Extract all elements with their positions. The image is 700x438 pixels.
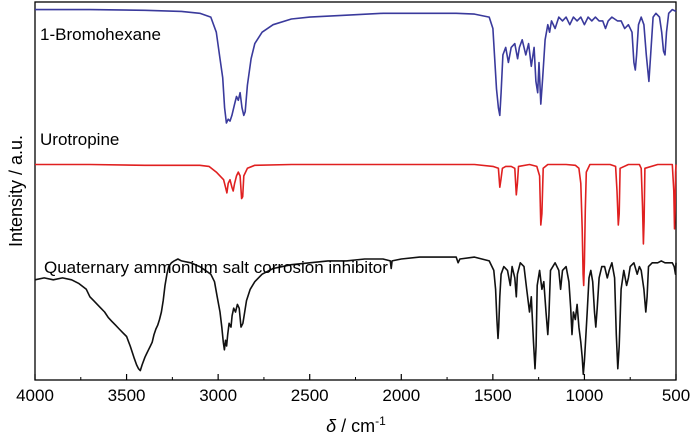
x-axis-symbol: δ [326,416,337,436]
x-tick-label: 2000 [382,386,420,405]
plot-frame [34,1,677,381]
series-label-1-bromohexane: 1-Bromohexane [40,25,161,44]
x-tick-label: 500 [662,386,690,405]
x-tick-label: 1000 [566,386,604,405]
plot-area [34,8,677,376]
x-axis-ticks: 4000 3500 3000 2500 2000 1500 1000 500 [16,374,690,405]
series-line-1 [35,8,677,124]
x-tick-label: 3000 [199,386,237,405]
x-axis-unit: / cm [336,416,375,436]
y-axis-label: Intensity / a.u. [6,135,26,247]
series-line-2 [35,163,677,287]
x-tick-label: 2500 [291,386,329,405]
x-axis-label: δ / cm-1 [326,414,386,436]
series-line-3 [34,256,677,376]
series-label-quaternary-ammonium: Quaternary ammonium salt corrosion inhib… [44,258,388,277]
x-tick-label: 4000 [16,386,54,405]
x-tick-label: 1500 [474,386,512,405]
series-label-urotropine: Urotropine [40,130,119,149]
x-axis-unit-exponent: -1 [375,414,386,428]
x-tick-label: 3500 [108,386,146,405]
